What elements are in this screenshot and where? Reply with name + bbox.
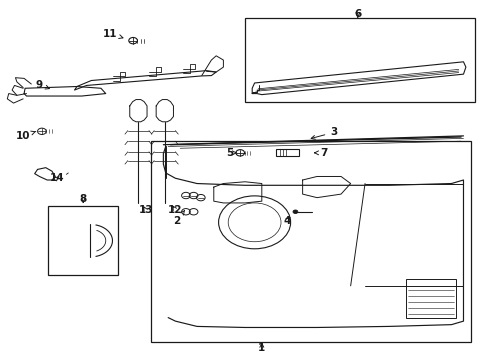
Text: 11: 11	[102, 28, 123, 39]
Text: 8: 8	[79, 194, 87, 204]
Text: 10: 10	[16, 131, 36, 141]
Text: 1: 1	[258, 343, 266, 352]
Text: 6: 6	[354, 9, 362, 19]
Bar	[276, 149, 299, 156]
Bar	[48, 206, 118, 275]
Text: 5: 5	[226, 148, 236, 158]
Text: 4: 4	[283, 216, 291, 226]
Text: 9: 9	[36, 80, 49, 90]
Text: 13: 13	[138, 205, 153, 215]
Text: 2: 2	[173, 211, 185, 226]
Bar	[245, 18, 475, 102]
Circle shape	[293, 210, 298, 213]
Bar	[406, 279, 456, 318]
Text: 7: 7	[315, 148, 328, 158]
Text: 14: 14	[49, 173, 64, 183]
Text: 3: 3	[311, 127, 338, 139]
Bar	[151, 141, 471, 342]
Text: 12: 12	[168, 205, 183, 215]
